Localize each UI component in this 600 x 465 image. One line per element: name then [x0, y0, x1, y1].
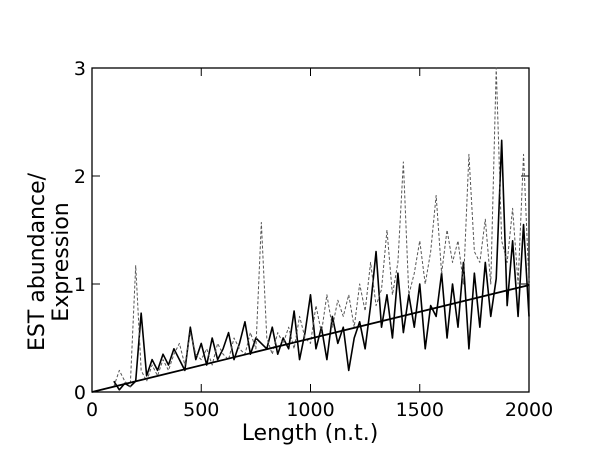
series-line — [91, 284, 530, 393]
y-axis-label-line: Expression — [49, 202, 74, 321]
y-axis-label: EST abundance/ Expression — [25, 172, 74, 351]
x-tick-label: 1000 — [286, 399, 334, 421]
x-axis-label: Length (n.t.) — [242, 421, 379, 446]
y-axis-label-line: EST abundance/ — [25, 172, 50, 351]
y-tick-label: 2 — [74, 166, 86, 188]
x-tick-label: 2000 — [505, 399, 553, 421]
y-tick-label: 1 — [74, 274, 86, 296]
x-tick-label: 500 — [183, 399, 219, 421]
series-line — [113, 139, 530, 391]
series-line — [113, 67, 530, 388]
x-tick-label: 0 — [86, 399, 98, 421]
y-tick-label: 3 — [74, 58, 86, 80]
y-tick-label: 0 — [74, 382, 86, 404]
x-tick-label: 1500 — [396, 399, 444, 421]
